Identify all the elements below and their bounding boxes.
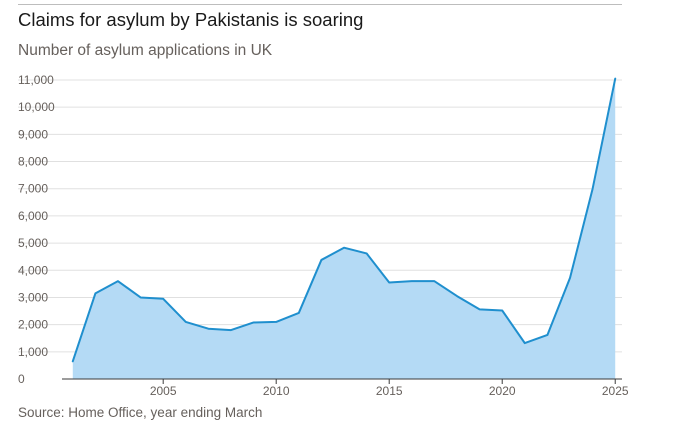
- y-tick-label: 4,000: [18, 263, 48, 277]
- chart-subtitle: Number of asylum applications in UK: [18, 42, 273, 59]
- y-tick-label: 9,000: [18, 127, 48, 141]
- y-tick-label: 7,000: [18, 182, 48, 196]
- source-note: Source: Home Office, year ending March: [18, 405, 263, 420]
- y-tick-label: 11,000: [18, 73, 54, 87]
- y-tick-label: 6,000: [18, 209, 48, 223]
- y-tick-label: 2,000: [18, 318, 48, 332]
- x-tick-label: 2025: [602, 384, 629, 398]
- x-tick-label: 2015: [376, 384, 403, 398]
- x-tick-label: 2010: [263, 384, 290, 398]
- x-tick-label: 2020: [489, 384, 516, 398]
- chart-title: Claims for asylum by Pakistanis is soari…: [18, 9, 364, 30]
- x-tick-label: 2005: [150, 384, 177, 398]
- top-rule: [18, 4, 622, 5]
- y-tick-label: 5,000: [18, 236, 48, 250]
- series-area: [72, 78, 616, 379]
- y-tick-label: 3,000: [18, 290, 48, 304]
- y-tick-label: 8,000: [18, 155, 48, 169]
- series-line: [71, 77, 617, 363]
- series-layer: [71, 77, 617, 379]
- y-tick-label: 1,000: [18, 345, 48, 359]
- axes: 0 1,000 2,000 3,000 4,000 5,000 6,000 7,000 8,00…: [18, 73, 629, 398]
- y-tick-label: 0: [18, 372, 25, 386]
- y-tick-label: 10,000: [18, 100, 55, 114]
